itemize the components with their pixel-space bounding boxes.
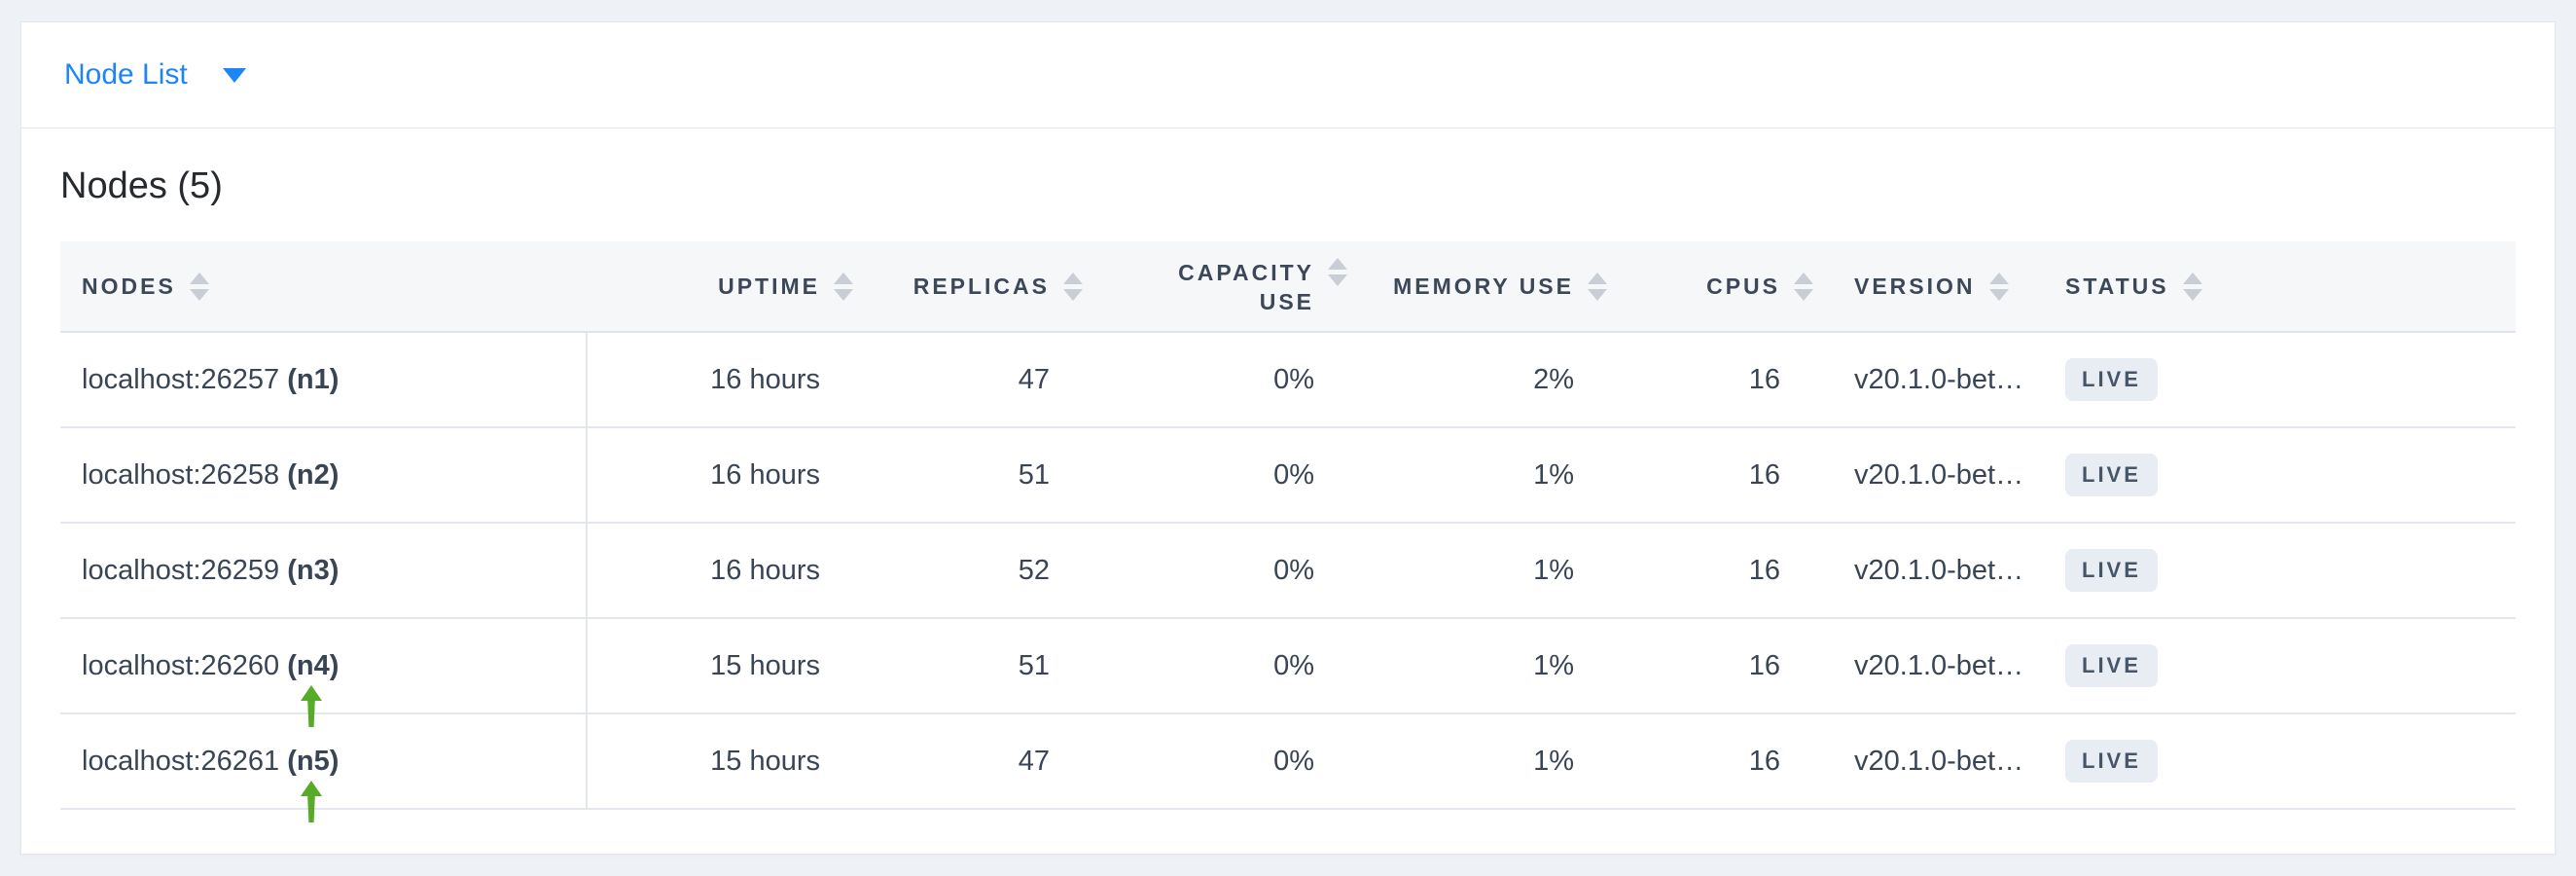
green-up-arrow-icon xyxy=(301,685,322,727)
cell-capacity-use: 0% xyxy=(1273,649,1314,681)
node-id: (n1) xyxy=(287,363,340,395)
table-row: localhost:26259 (n3) 16 hours 52 0% 1% 1… xyxy=(60,524,2516,619)
cell-status: LIVE xyxy=(2047,333,2516,426)
cell-cpus: 16 xyxy=(1748,363,1780,395)
status-badge: LIVE xyxy=(2065,644,2158,687)
table-row: localhost:26257 (n1) 16 hours 47 0% 2% 1… xyxy=(60,333,2516,428)
node-address: localhost:26259 xyxy=(82,554,288,586)
sort-icon[interactable] xyxy=(834,272,853,301)
nodes-column-divider xyxy=(586,333,588,810)
cell-node-address: localhost:26257 (n1) xyxy=(60,333,586,426)
node-address: localhost:26258 xyxy=(82,458,288,491)
table-row: localhost:26258 (n2) 16 hours 51 0% 1% 1… xyxy=(60,428,2516,524)
node-list-dropdown[interactable]: Node List xyxy=(64,58,246,91)
sort-icon[interactable] xyxy=(1988,272,2009,301)
cell-uptime: 15 hours xyxy=(710,745,820,777)
cell-node-address: localhost:26260 (n4) xyxy=(60,619,586,727)
column-header-cpus[interactable]: CPUS xyxy=(1621,241,1827,331)
cell-replicas: 52 xyxy=(1018,554,1050,586)
sort-icon[interactable] xyxy=(189,272,209,301)
cell-capacity-use: 0% xyxy=(1273,554,1314,586)
node-address: localhost:26261 xyxy=(82,745,288,777)
cell-status: LIVE xyxy=(2047,714,2516,808)
cell-status: LIVE xyxy=(2047,619,2516,712)
column-header-capacity-use[interactable]: CAPACITY USE xyxy=(1096,241,1361,331)
caret-down-icon xyxy=(222,67,246,83)
cell-uptime: 15 hours xyxy=(710,649,820,681)
node-list-dropdown-label: Node List xyxy=(64,58,188,91)
node-id: (n5) xyxy=(287,745,340,777)
column-header-replicas[interactable]: REPLICAS xyxy=(867,241,1096,331)
table-body: localhost:26257 (n1) 16 hours 47 0% 2% 1… xyxy=(60,333,2516,822)
cell-version: v20.1.0-bet… xyxy=(1854,554,2024,586)
status-badge: LIVE xyxy=(2065,358,2158,401)
sort-icon[interactable] xyxy=(2182,272,2202,301)
cell-version: v20.1.0-bet… xyxy=(1854,458,2024,491)
sort-icon[interactable] xyxy=(1588,272,1607,301)
column-header-uptime[interactable]: UPTIME xyxy=(586,241,867,331)
cell-node-address: localhost:26259 (n3) xyxy=(60,524,586,617)
node-id: (n3) xyxy=(287,554,340,586)
cell-uptime: 16 hours xyxy=(710,554,820,586)
nodes-table: NODES UPTIME REPLICAS CAPACITY USE MEMOR… xyxy=(60,241,2516,822)
cell-version: v20.1.0-bet… xyxy=(1854,649,2024,681)
cell-version: v20.1.0-bet… xyxy=(1854,745,2024,777)
cell-cpus: 16 xyxy=(1748,554,1780,586)
sort-icon[interactable] xyxy=(1063,272,1083,301)
cell-memory-use: 1% xyxy=(1533,458,1574,491)
cell-uptime: 16 hours xyxy=(710,458,820,491)
nodes-panel: Nodes (5) NODES UPTIME REPLICAS CAPACITY… xyxy=(20,128,2556,855)
cell-replicas: 51 xyxy=(1018,458,1050,491)
table-header-row: NODES UPTIME REPLICAS CAPACITY USE MEMOR… xyxy=(60,241,2516,333)
sort-icon[interactable] xyxy=(1328,258,1347,286)
sort-icon[interactable] xyxy=(1794,272,1813,301)
cell-memory-use: 1% xyxy=(1533,649,1574,681)
cell-uptime: 16 hours xyxy=(710,363,820,395)
column-header-status[interactable]: STATUS xyxy=(2047,241,2516,331)
green-up-arrow-icon xyxy=(301,781,322,822)
cell-capacity-use: 0% xyxy=(1273,363,1314,395)
column-header-nodes[interactable]: NODES xyxy=(60,241,586,331)
table-row: localhost:26260 (n4) 15 hours 51 0% 1% 1… xyxy=(60,619,2516,727)
node-id: (n2) xyxy=(287,458,340,491)
status-badge: LIVE xyxy=(2065,740,2158,783)
cell-replicas: 51 xyxy=(1018,649,1050,681)
cell-cpus: 16 xyxy=(1748,458,1780,491)
cell-replicas: 47 xyxy=(1018,745,1050,777)
cell-node-address: localhost:26258 (n2) xyxy=(60,428,586,522)
status-badge: LIVE xyxy=(2065,454,2158,496)
cell-status: LIVE xyxy=(2047,428,2516,522)
column-header-version[interactable]: VERSION xyxy=(1827,241,2047,331)
status-badge: LIVE xyxy=(2065,549,2158,592)
cell-status: LIVE xyxy=(2047,524,2516,617)
cell-cpus: 16 xyxy=(1748,745,1780,777)
node-id: (n4) xyxy=(287,649,340,681)
cell-memory-use: 2% xyxy=(1533,363,1574,395)
cell-capacity-use: 0% xyxy=(1273,458,1314,491)
page-title: Nodes (5) xyxy=(60,165,223,206)
node-address: localhost:26257 xyxy=(82,363,288,395)
cell-version: v20.1.0-bet… xyxy=(1854,363,2024,395)
cell-capacity-use: 0% xyxy=(1273,745,1314,777)
cell-cpus: 16 xyxy=(1748,649,1780,681)
cell-replicas: 47 xyxy=(1018,363,1050,395)
cell-memory-use: 1% xyxy=(1533,745,1574,777)
view-selector-bar: Node List xyxy=(20,21,2556,128)
column-header-memory-use[interactable]: MEMORY USE xyxy=(1361,241,1621,331)
node-address: localhost:26260 xyxy=(82,649,288,681)
cell-node-address: localhost:26261 (n5) xyxy=(60,714,586,822)
cell-memory-use: 1% xyxy=(1533,554,1574,586)
table-row: localhost:26261 (n5) 15 hours 47 0% 1% 1… xyxy=(60,714,2516,822)
